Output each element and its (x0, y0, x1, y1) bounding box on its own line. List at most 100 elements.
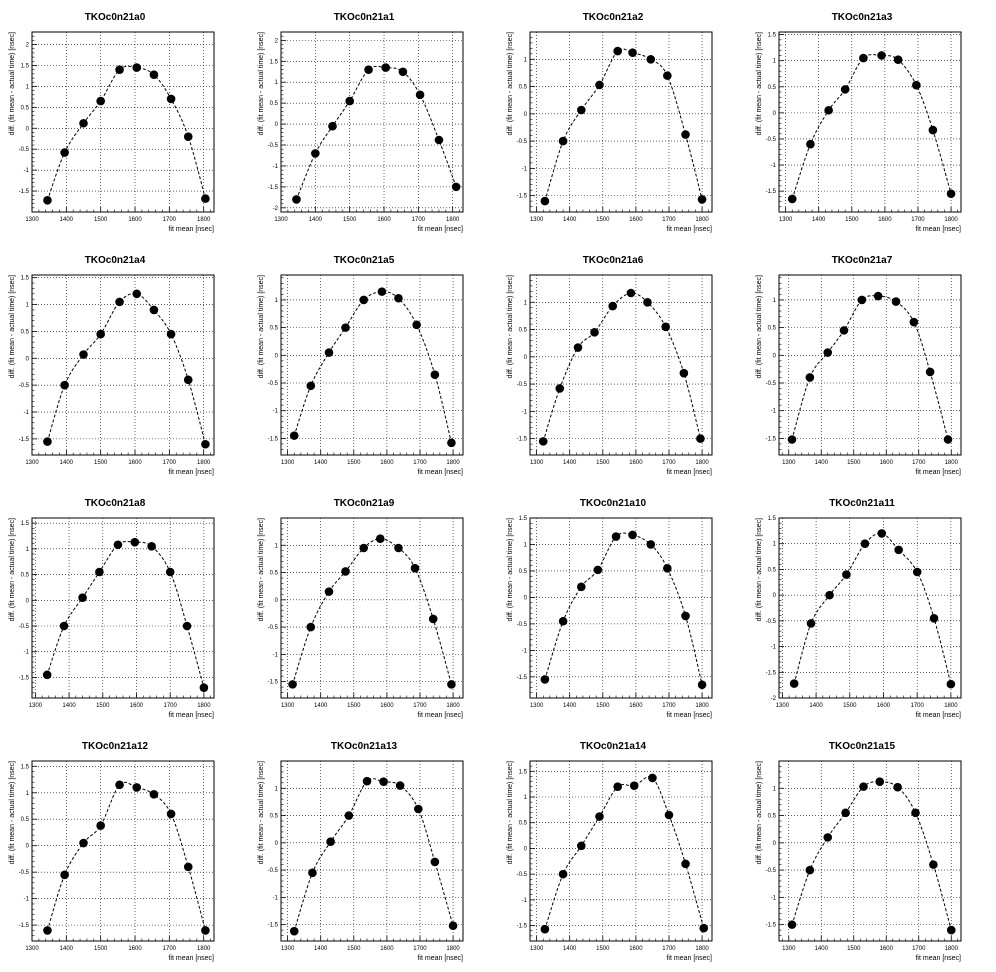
y-tick-label: -0.5 (766, 619, 777, 625)
y-tick-label: -1 (24, 168, 30, 174)
x-tick-label: 1800 (446, 946, 460, 952)
x-tick-label: 1300 (281, 703, 295, 709)
y-tick-label: 1 (26, 303, 30, 309)
y-tick-label: 0.5 (21, 573, 30, 579)
plot-title: TKOc0n21a9 (334, 498, 395, 509)
plot-frame (31, 274, 215, 456)
data-point (341, 567, 350, 576)
data-point (434, 135, 444, 145)
data-point (414, 804, 423, 814)
plot-frame (529, 517, 713, 699)
plot-panel: TKOc0n21a12 1300 1400 1500 1600 1700 1800 -1.5 -… (0, 729, 249, 972)
y-tick-label: 1 (26, 84, 30, 90)
y-tick-label: -0.5 (19, 624, 30, 630)
y-tick-label: -0.5 (517, 139, 528, 145)
data-point (697, 680, 707, 690)
y-tick-label: 1.5 (519, 516, 528, 522)
data-point (823, 348, 833, 357)
x-axis-label: fit mean [nsec] (915, 712, 961, 719)
y-tick-label: 1 (26, 791, 30, 797)
data-point (805, 373, 815, 382)
data-point (395, 781, 405, 790)
data-point (183, 375, 193, 385)
plot-svg: TKOc0n21a0 1300 1400 1500 1600 1700 1800 -1.5 -1… (9, 12, 215, 233)
plot-title: TKOc0n21a4 (85, 255, 146, 266)
x-tick-label: 1400 (809, 703, 823, 709)
y-tick-label: -1.5 (517, 194, 528, 200)
plot-svg: TKOc0n21a14 1300 1400 1500 1600 1700 1800 -1.5 -… (507, 741, 713, 962)
data-point (540, 675, 550, 684)
x-tick-label: 1400 (60, 217, 74, 223)
y-tick-label: 0.5 (270, 814, 279, 820)
plot-frame (778, 760, 962, 942)
plot-panel: TKOc0n21a10 1300 1400 1500 1600 1700 1800 -1.5 -… (498, 486, 747, 729)
data-point (132, 783, 142, 792)
x-tick-label: 1300 (782, 460, 796, 466)
y-tick-label: -1 (522, 409, 528, 415)
y-tick-label: -1.5 (19, 923, 30, 929)
data-point (308, 868, 317, 878)
x-tick-label: 1400 (815, 946, 829, 952)
data-point (806, 139, 815, 149)
data-point (576, 841, 586, 851)
x-axis-label: fit mean [nsec] (417, 712, 463, 719)
data-point (43, 195, 52, 205)
data-point (823, 833, 833, 842)
y-tick-label: 1 (275, 786, 279, 792)
x-tick-label: 1300 (776, 703, 790, 709)
y-tick-label: -0.5 (517, 382, 528, 388)
plot-frame (529, 760, 713, 942)
plot-svg: TKOc0n21a9 1300 1400 1500 1600 1700 1800 -1.5 -1… (258, 498, 464, 719)
data-point (381, 63, 391, 72)
data-point (696, 434, 705, 443)
x-tick-label: 1600 (128, 946, 142, 952)
data-point (946, 925, 956, 935)
fit-curve (46, 540, 205, 688)
y-tick-label: 0 (524, 595, 528, 601)
fit-curve (544, 532, 703, 685)
y-tick-label: -0.5 (766, 381, 777, 387)
x-axis-label: fit mean [nsec] (915, 226, 961, 233)
x-tick-label: 1700 (413, 946, 427, 952)
y-tick-label: -1.5 (766, 189, 777, 195)
y-tick-label: -1 (24, 410, 30, 416)
data-point (60, 380, 69, 390)
y-tick-label: 0.5 (270, 571, 279, 577)
y-tick-label: 1.5 (519, 769, 528, 775)
data-point (78, 593, 87, 603)
x-tick-label: 1500 (94, 217, 108, 223)
plot-title: TKOc0n21a1 (334, 12, 395, 23)
x-tick-label: 1300 (782, 946, 796, 952)
data-point (147, 541, 156, 551)
y-tick-label: 0.5 (768, 85, 777, 91)
data-point (96, 329, 105, 339)
x-tick-label: 1400 (314, 460, 328, 466)
x-axis-label: fit mean [nsec] (168, 469, 214, 476)
data-point (595, 80, 604, 90)
y-tick-label: 1 (275, 298, 279, 304)
y-tick-label: 1 (773, 542, 777, 548)
x-axis-label: fit mean [nsec] (915, 469, 961, 476)
x-tick-label: 1600 (880, 946, 894, 952)
data-point (60, 148, 69, 157)
y-axis-label: diff. (fit mean - actual time) [nsec] (258, 761, 265, 864)
data-point (825, 590, 834, 600)
y-tick-label: -1 (771, 409, 777, 415)
data-point (841, 808, 850, 818)
data-point (699, 923, 709, 933)
data-point (909, 317, 919, 327)
fit-curve (46, 781, 206, 931)
data-point (613, 782, 622, 792)
x-axis-label: fit mean [nsec] (168, 712, 214, 719)
data-point (201, 439, 210, 449)
y-tick-label: -1.5 (766, 923, 777, 929)
x-tick-label: 1300 (281, 460, 295, 466)
y-tick-label: 0 (275, 598, 279, 604)
x-tick-label: 1800 (446, 703, 460, 709)
y-tick-label: -2 (273, 206, 279, 212)
y-axis-label: diff. (fit mean - actual time) [nsec] (9, 518, 16, 621)
data-point (893, 55, 903, 64)
x-tick-label: 1500 (596, 460, 610, 466)
x-tick-label: 1700 (163, 460, 177, 466)
data-point (912, 567, 922, 577)
